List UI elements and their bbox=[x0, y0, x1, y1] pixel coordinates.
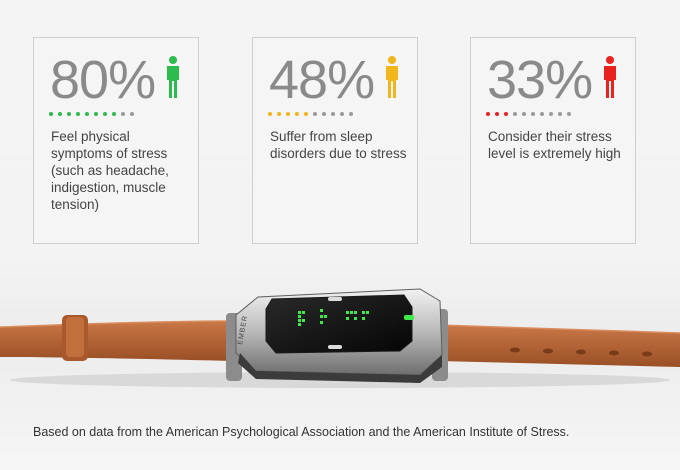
filled-dot bbox=[286, 112, 290, 116]
filled-dot bbox=[495, 112, 499, 116]
filled-dot bbox=[277, 112, 281, 116]
left-strap bbox=[0, 321, 238, 361]
stat-description: Consider their stress level is extremely… bbox=[488, 129, 621, 161]
person-icon bbox=[604, 56, 616, 98]
status-led bbox=[404, 315, 414, 320]
filled-dot bbox=[85, 112, 89, 116]
right-strap bbox=[438, 325, 680, 367]
dot-meter bbox=[486, 112, 571, 116]
empty-dot bbox=[558, 112, 562, 116]
stat-percentage: 33% bbox=[487, 50, 593, 110]
filled-dot bbox=[504, 112, 508, 116]
source-footnote: Based on data from the American Psycholo… bbox=[33, 425, 570, 439]
dot-meter bbox=[268, 112, 353, 116]
empty-dot bbox=[349, 112, 353, 116]
smartwatch-image: EMBER bbox=[0, 288, 680, 388]
filled-dot bbox=[76, 112, 80, 116]
filled-dot bbox=[112, 112, 116, 116]
person-icon bbox=[386, 56, 398, 98]
stat-percentage: 80% bbox=[50, 50, 156, 110]
person-icon bbox=[167, 56, 179, 98]
empty-dot bbox=[522, 112, 526, 116]
filled-dot bbox=[49, 112, 53, 116]
empty-dot bbox=[121, 112, 125, 116]
empty-dot bbox=[531, 112, 535, 116]
stat-card-extreme: 33% Consider their stress level is extre… bbox=[470, 37, 636, 244]
empty-dot bbox=[322, 112, 326, 116]
empty-dot bbox=[549, 112, 553, 116]
empty-dot bbox=[540, 112, 544, 116]
filled-dot bbox=[67, 112, 71, 116]
filled-dot bbox=[295, 112, 299, 116]
empty-dot bbox=[567, 112, 571, 116]
strap-holes bbox=[510, 347, 652, 357]
empty-dot bbox=[513, 112, 517, 116]
watch-display bbox=[265, 294, 413, 354]
stat-percentage: 48% bbox=[269, 50, 375, 110]
filled-dot bbox=[486, 112, 490, 116]
stat-card-physical: 80% Feel physical symptoms of stress (su… bbox=[33, 37, 199, 244]
display-digits bbox=[298, 309, 369, 326]
empty-dot bbox=[331, 112, 335, 116]
dot-meter bbox=[49, 112, 134, 116]
empty-dot bbox=[130, 112, 134, 116]
stat-description: Suffer from sleep disorders due to stres… bbox=[270, 129, 407, 161]
filled-dot bbox=[58, 112, 62, 116]
filled-dot bbox=[103, 112, 107, 116]
filled-dot bbox=[268, 112, 272, 116]
empty-dot bbox=[313, 112, 317, 116]
stat-description: Feel physical symptoms of stress (such a… bbox=[51, 129, 169, 212]
filled-dot bbox=[304, 112, 308, 116]
filled-dot bbox=[94, 112, 98, 116]
stat-card-sleep: 48% Suffer from sleep disorders due to s… bbox=[252, 37, 418, 244]
empty-dot bbox=[340, 112, 344, 116]
